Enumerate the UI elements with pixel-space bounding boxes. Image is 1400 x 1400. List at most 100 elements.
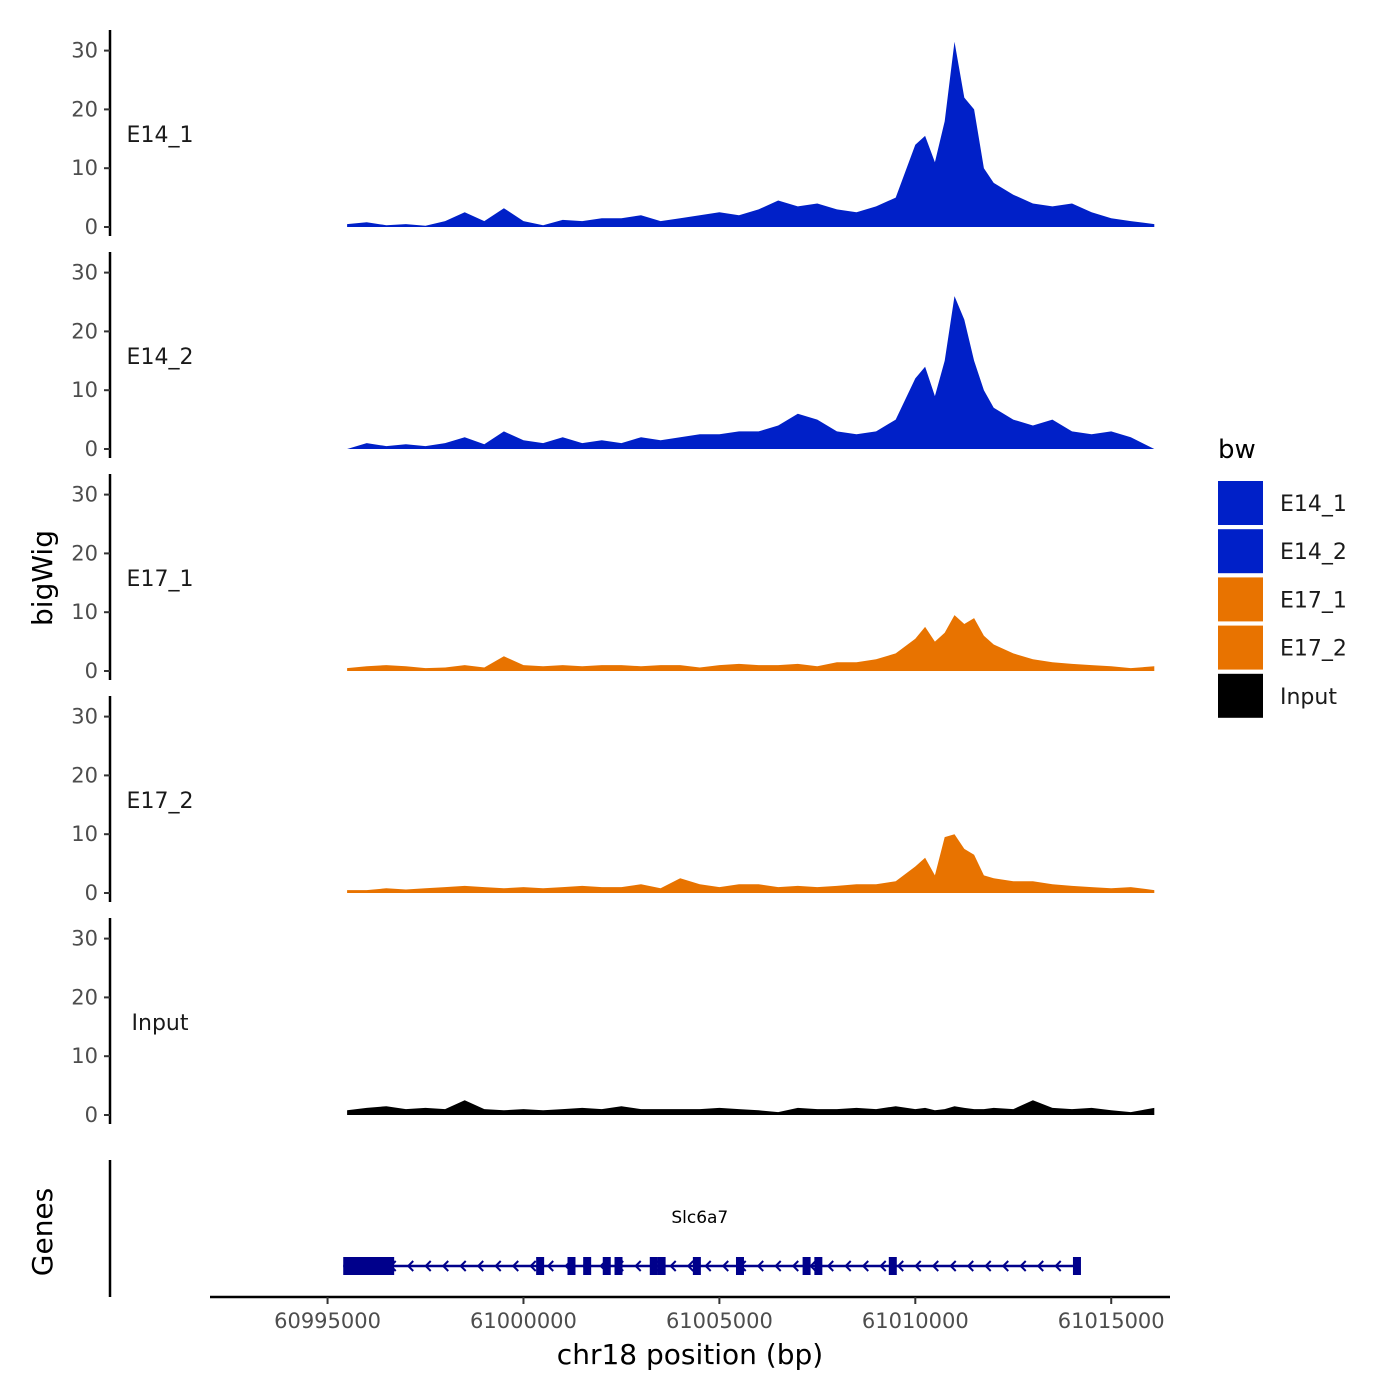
legend-item-e17-1: E17_1 xyxy=(1218,577,1347,622)
gene-utr-block xyxy=(343,1257,395,1275)
gene-exon xyxy=(536,1257,545,1275)
genes-axis-title: Genes xyxy=(26,1188,59,1276)
strand-arrow xyxy=(809,1260,817,1272)
legend-item-e14-2: E14_2 xyxy=(1218,529,1347,574)
y-tick-label: 10 xyxy=(71,378,98,402)
x-tick-label: 61005000 xyxy=(666,1309,773,1333)
strand-arrow xyxy=(721,1260,729,1272)
y-tick-label: 0 xyxy=(85,881,98,905)
gene-exon xyxy=(583,1257,592,1275)
legend-swatch xyxy=(1218,529,1263,574)
strand-arrow xyxy=(1019,1260,1027,1272)
legend-title: bw xyxy=(1218,435,1256,465)
strand-arrow xyxy=(774,1260,782,1272)
track-e17-1: 0 10 20 30 E17_1 xyxy=(71,474,1155,683)
y-tick-label: 0 xyxy=(85,437,98,461)
y-axis-title: bigWig xyxy=(26,530,59,626)
coverage-area-e14-2 xyxy=(347,296,1155,449)
gene-exon xyxy=(649,1257,658,1275)
strand-arrow xyxy=(494,1260,502,1272)
gene-exon xyxy=(567,1257,576,1275)
y-tick-label: 0 xyxy=(85,659,98,683)
strand-arrow xyxy=(511,1260,519,1272)
gene-name-label: Slc6a7 xyxy=(671,1208,728,1228)
x-tick-label: 61000000 xyxy=(470,1309,577,1333)
y-tick-label: 30 xyxy=(71,483,98,507)
gene-exon xyxy=(1072,1257,1081,1275)
strand-arrow xyxy=(669,1260,677,1272)
legend-label: E17_2 xyxy=(1280,637,1347,662)
track-input: 0 10 20 30 Input xyxy=(71,918,1155,1127)
legend-item-e14-1: E14_1 xyxy=(1218,481,1347,525)
legend-label: E17_1 xyxy=(1280,588,1347,613)
strand-arrow xyxy=(476,1260,484,1272)
strand-arrow xyxy=(896,1260,904,1272)
gene-exon xyxy=(888,1257,897,1275)
y-tick-label: 10 xyxy=(71,600,98,624)
strand-arrow xyxy=(634,1260,642,1272)
track-e14-1: 0 10 20 30 E14_1 xyxy=(71,30,1155,239)
track-label: E14_1 xyxy=(127,123,194,148)
y-tick-label: 20 xyxy=(71,97,98,121)
legend-swatch xyxy=(1218,481,1263,525)
strand-arrow xyxy=(844,1260,852,1272)
track-label: E17_1 xyxy=(127,567,194,592)
gene-exon xyxy=(692,1257,701,1275)
legend-label: E14_2 xyxy=(1280,540,1347,565)
gene-exon xyxy=(802,1257,811,1275)
y-tick-label: 0 xyxy=(85,215,98,239)
legend-swatch xyxy=(1218,577,1263,622)
strand-arrow xyxy=(459,1260,467,1272)
coverage-area-e17-1 xyxy=(347,615,1155,671)
legend-item-e17-2: E17_2 xyxy=(1218,625,1347,670)
y-tick-label: 10 xyxy=(71,156,98,180)
strand-arrow xyxy=(826,1260,834,1272)
strand-arrow xyxy=(984,1260,992,1272)
coverage-area-e17-2 xyxy=(347,834,1155,893)
track-e14-2: 0 10 20 30 E14_2 xyxy=(71,252,1155,461)
coverage-area-input xyxy=(347,1100,1155,1115)
gene-exon xyxy=(614,1257,623,1275)
strand-arrow xyxy=(756,1260,764,1272)
gene-exon xyxy=(602,1257,611,1275)
legend-swatch xyxy=(1218,625,1263,670)
y-tick-label: 20 xyxy=(71,319,98,343)
y-tick-label: 0 xyxy=(85,1103,98,1127)
strand-arrow xyxy=(949,1260,957,1272)
track-label: E14_2 xyxy=(127,345,194,370)
y-tick-label: 30 xyxy=(71,261,98,285)
y-tick-label: 20 xyxy=(71,541,98,565)
y-tick-label: 30 xyxy=(71,705,98,729)
strand-arrow xyxy=(1001,1260,1009,1272)
legend-swatch xyxy=(1218,673,1263,718)
y-tick-label: 10 xyxy=(71,1044,98,1068)
y-tick-label: 30 xyxy=(71,39,98,63)
strand-arrow xyxy=(931,1260,939,1272)
strand-arrow xyxy=(791,1260,799,1272)
gene-exon xyxy=(814,1257,823,1275)
strand-arrow xyxy=(1054,1260,1062,1272)
y-tick-label: 20 xyxy=(71,985,98,1009)
gene-exon xyxy=(735,1257,744,1275)
x-axis-title: chr18 position (bp) xyxy=(557,1338,823,1371)
y-tick-label: 10 xyxy=(71,822,98,846)
legend-label: Input xyxy=(1280,685,1337,710)
track-e17-2: 0 10 20 30 E17_2 xyxy=(71,696,1155,905)
strand-arrow xyxy=(441,1260,449,1272)
strand-arrow xyxy=(704,1260,712,1272)
track-label: E17_2 xyxy=(127,789,194,814)
strand-arrow xyxy=(879,1260,887,1272)
strand-arrow xyxy=(966,1260,974,1272)
track-label: Input xyxy=(132,1011,189,1036)
legend-label: E14_1 xyxy=(1280,492,1347,517)
strand-arrow xyxy=(686,1260,694,1272)
strand-arrow xyxy=(424,1260,432,1272)
strand-arrow xyxy=(1036,1260,1044,1272)
x-tick-label: 61010000 xyxy=(862,1309,969,1333)
strand-arrow xyxy=(546,1260,554,1272)
x-tick-label: 60995000 xyxy=(274,1309,381,1333)
strand-arrow xyxy=(861,1260,869,1272)
y-tick-label: 20 xyxy=(71,763,98,787)
strand-arrow xyxy=(529,1260,537,1272)
